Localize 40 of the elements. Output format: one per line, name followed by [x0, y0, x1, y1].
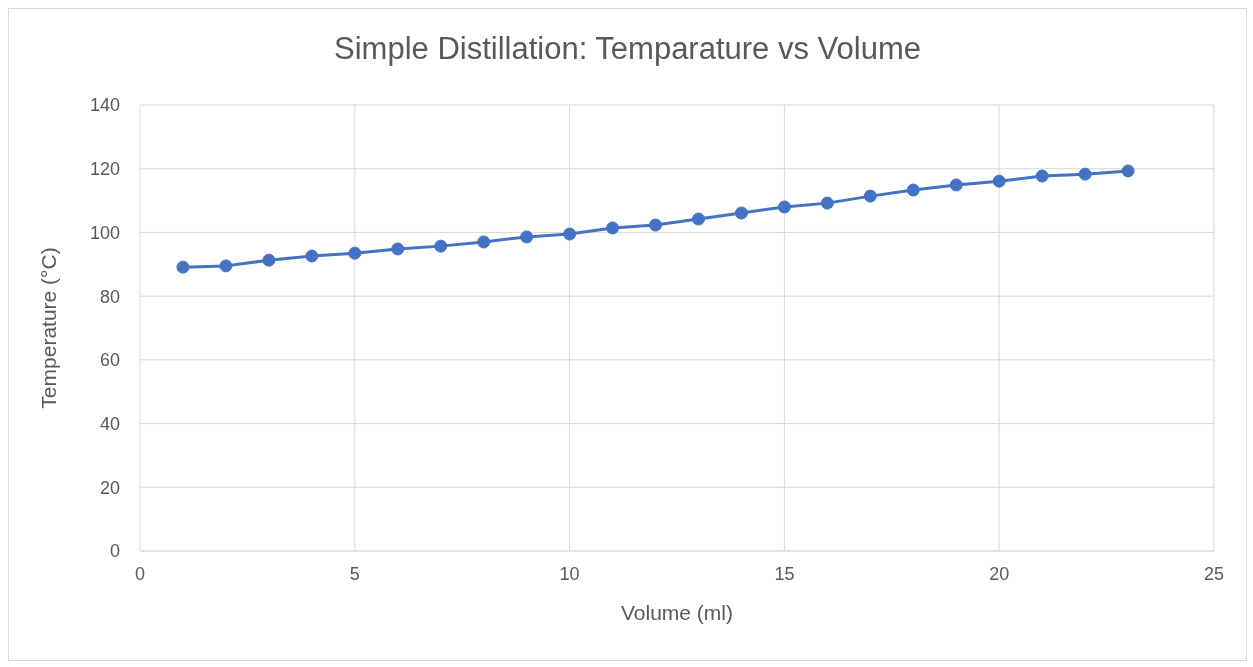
x-tick-label: 5: [349, 563, 360, 584]
chart-title: Simple Distillation: Temparature vs Volume: [333, 31, 922, 67]
x-tick-label: 20: [989, 563, 1010, 584]
x-tick-label: 25: [1203, 563, 1225, 584]
point: [348, 246, 362, 260]
point: [1121, 164, 1135, 178]
point: [305, 249, 319, 263]
point: [1078, 167, 1092, 181]
point: [820, 196, 834, 210]
point: [477, 235, 491, 249]
y-axis-title: Temperature (°C): [37, 247, 61, 409]
point: [262, 253, 276, 267]
point: [863, 189, 877, 203]
point: [649, 218, 663, 232]
x-tick-label: 0: [134, 563, 146, 584]
y-tick-label: 140: [89, 95, 120, 116]
point: [734, 206, 748, 220]
point: [1035, 169, 1049, 183]
y-tick-label: 100: [89, 222, 120, 243]
point: [777, 200, 791, 214]
y-tick-label: 20: [99, 477, 120, 498]
y-tick-label: 60: [99, 350, 120, 371]
point: [906, 183, 920, 197]
point: [391, 242, 405, 256]
point: [434, 239, 448, 253]
point: [520, 230, 534, 244]
y-tick-label: 40: [99, 413, 120, 434]
y-tick-label: 120: [89, 159, 120, 180]
point: [992, 174, 1006, 188]
y-tick-label: 80: [99, 286, 120, 307]
point: [606, 221, 620, 235]
point: [691, 212, 705, 226]
point: [949, 178, 963, 192]
point: [219, 259, 233, 273]
point: [563, 227, 577, 241]
y-tick-label: 0: [109, 541, 120, 562]
x-axis-title: Volume (ml): [620, 601, 734, 624]
x-tick-label: 15: [774, 563, 795, 584]
x-tick-label: 10: [559, 563, 580, 584]
point: [176, 260, 190, 274]
